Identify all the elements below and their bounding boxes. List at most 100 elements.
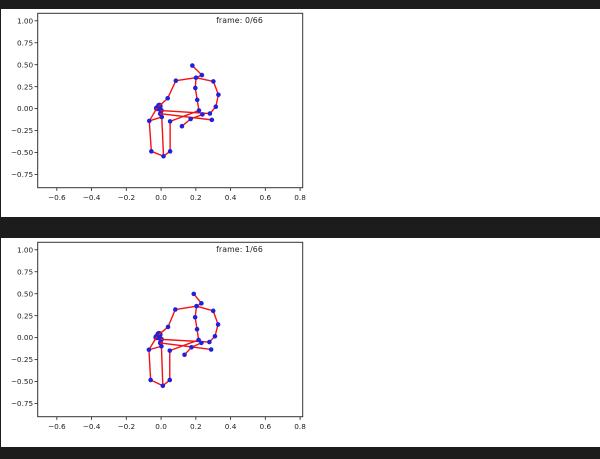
skeleton-joint-mid-foot bbox=[160, 383, 166, 389]
x-tick-label: 0.8 bbox=[294, 193, 306, 202]
y-tick-label: 0.75 bbox=[17, 38, 33, 47]
figure-frame-0: −0.6 −0.4 −0.2 0.0 0.2 0.4 0.6 0.8 1.00 0.75 0.50 0… bbox=[1, 9, 600, 217]
skeleton-joint-chin bbox=[199, 301, 204, 306]
skeleton-joint-r-foot bbox=[167, 377, 173, 383]
skeleton-joint-pelvis bbox=[196, 108, 202, 113]
skeleton-joint-mid-dot-n bbox=[189, 344, 194, 350]
pose-plot-1: −0.6 −0.4 −0.2 0.0 0.2 0.4 0.6 0.8 1.00 0.75 0.50 0… bbox=[11, 241, 306, 431]
plot-area bbox=[37, 241, 304, 418]
skeleton-bone-l-hand-d-r-hand-c bbox=[159, 342, 212, 351]
skeleton-joint-c-hip bbox=[159, 343, 164, 349]
skeleton-bone-neck-r-shoulder bbox=[195, 77, 215, 83]
skeleton-bone-l-shoulder-neck bbox=[174, 305, 198, 311]
x-tick-label: −0.2 bbox=[117, 193, 135, 202]
y-tick-label: −0.75 bbox=[11, 170, 33, 179]
y-tick-label: 0.50 bbox=[17, 60, 34, 69]
skeleton-joint-c-hip bbox=[159, 114, 165, 120]
y-tick-label: −0.75 bbox=[11, 399, 33, 408]
skeleton-joint-l-shoulder bbox=[173, 78, 179, 83]
frame-counter-label-0: frame: 0/66 bbox=[216, 16, 263, 25]
skeleton-joint-r-elbow bbox=[216, 92, 221, 98]
plot-area bbox=[37, 12, 304, 189]
x-tick-label: −0.4 bbox=[83, 193, 101, 202]
skeleton-joint-r-foot bbox=[167, 149, 173, 154]
skeleton-joint-mid-foot bbox=[161, 153, 166, 159]
skeleton-joint-spine-mid bbox=[194, 326, 200, 332]
skeleton-joint-neck bbox=[194, 303, 199, 309]
skeleton-joint-l-shoulder bbox=[173, 307, 178, 312]
y-tick-label: 0.25 bbox=[17, 82, 33, 91]
skeleton-joint-r-shoulder bbox=[210, 308, 216, 314]
axes: −0.6 −0.4 −0.2 0.0 0.2 0.4 0.6 0.8 1.00 0.75 0.50 0… bbox=[11, 241, 306, 431]
y-tick-label: 1.00 bbox=[17, 245, 34, 254]
x-tick-label: 0.0 bbox=[155, 193, 167, 202]
x-tick-label: 0.2 bbox=[190, 193, 202, 202]
skeleton-bone-c-hip-mid-foot bbox=[160, 345, 164, 387]
skeleton-bone-l-hand-d-r-hand-c bbox=[159, 113, 213, 121]
x-tick-label: 0.4 bbox=[225, 193, 237, 202]
skeleton-joint-r-hand-a bbox=[199, 340, 204, 346]
x-tick-label: 0.8 bbox=[294, 422, 306, 431]
x-tick-label: −0.6 bbox=[48, 193, 66, 202]
skeleton-joint-l-foot bbox=[148, 377, 153, 383]
skeleton-joint-r-hand-a bbox=[200, 112, 205, 117]
skeleton-bone-c-hip-mid-foot bbox=[161, 116, 165, 157]
skeleton-joint-r-shoulder bbox=[211, 79, 216, 84]
skeleton-bone-l-hand-b-l-hip bbox=[148, 336, 158, 351]
skeleton-joint-r-hand-c bbox=[209, 117, 215, 123]
frame-counter-label-1: frame: 1/66 bbox=[216, 245, 263, 254]
x-tick-label: 0.0 bbox=[155, 422, 167, 431]
y-tick-label: −0.50 bbox=[11, 377, 34, 386]
y-tick-label: −0.25 bbox=[11, 126, 33, 135]
x-tick-label: 0.4 bbox=[225, 422, 237, 431]
skeleton-joint-mid-dot-n bbox=[188, 116, 193, 122]
skeleton-joint-r-hip bbox=[167, 348, 173, 353]
y-tick-label: 0.50 bbox=[17, 289, 34, 298]
x-tick-label: 0.6 bbox=[260, 422, 272, 431]
x-tick-label: −0.4 bbox=[83, 422, 101, 431]
skeleton-bone-pelvis-r-hip bbox=[169, 109, 200, 123]
skeleton-bone-l-shoulder-l-elbow bbox=[166, 79, 177, 99]
skeleton-joint-r-hand-c bbox=[208, 347, 214, 352]
x-tick-label: 0.6 bbox=[260, 193, 272, 202]
skeleton-joint-r-elbow bbox=[215, 322, 221, 327]
figure-frame-1: −0.6 −0.4 −0.2 0.0 0.2 0.4 0.6 0.8 1.00 0.75 0.50 0… bbox=[1, 238, 600, 447]
skeleton-joint-neck bbox=[193, 75, 199, 81]
skeleton-joint-l-elbow bbox=[165, 95, 170, 101]
y-tick-label: 1.00 bbox=[17, 16, 34, 25]
skeleton-bone-pelvis-r-hip bbox=[169, 339, 200, 352]
skeleton-bone-l-hip-l-foot bbox=[148, 349, 152, 381]
skeleton-joint-mid-dot-m bbox=[182, 352, 187, 358]
skeleton-joint-chin bbox=[199, 72, 205, 78]
skeleton-joint-l-hip bbox=[146, 347, 152, 353]
skeleton-bone-r-shoulder-r-elbow bbox=[212, 80, 220, 96]
skeleton-bone-l-shoulder-neck bbox=[175, 77, 197, 82]
skeleton-bone-neck-r-shoulder bbox=[195, 305, 214, 312]
skeleton-bone-r-shoulder-r-elbow bbox=[212, 310, 219, 326]
y-tick-label: 0.00 bbox=[17, 333, 34, 342]
y-tick-label: −0.25 bbox=[11, 355, 33, 364]
skeleton-joint-l-foot bbox=[149, 149, 154, 154]
skeleton-bone-l-hand-b-l-hip bbox=[148, 107, 158, 122]
skeleton-joint-spine-upper bbox=[192, 314, 198, 320]
skeleton-joint-head bbox=[190, 63, 195, 68]
skeleton-joint-head bbox=[191, 291, 197, 297]
skeleton-joint-r-hand-b bbox=[207, 339, 212, 345]
skeleton-joint-l-hip bbox=[146, 118, 152, 124]
skeleton bbox=[146, 291, 221, 389]
y-tick-label: 0.25 bbox=[17, 311, 33, 320]
y-tick-label: 0.00 bbox=[17, 104, 34, 113]
skeleton-joint-mid-dot-m bbox=[179, 123, 185, 129]
x-tick-label: −0.2 bbox=[117, 422, 135, 431]
skeleton-joint-l-elbow bbox=[165, 324, 171, 330]
x-tick-label: −0.6 bbox=[48, 422, 66, 431]
skeleton-joint-r-wrist bbox=[212, 334, 218, 339]
skeleton-bone-l-shoulder-l-elbow bbox=[167, 308, 177, 328]
skeleton-joint-r-wrist bbox=[213, 104, 219, 109]
skeleton-joint-pelvis bbox=[196, 337, 201, 343]
skeleton-joint-spine-mid bbox=[194, 97, 200, 103]
skeleton-joint-r-hip bbox=[167, 119, 173, 124]
skeleton-joint-r-hand-b bbox=[207, 111, 213, 116]
y-tick-label: −0.50 bbox=[11, 148, 34, 157]
y-tick-label: 0.75 bbox=[17, 267, 33, 276]
